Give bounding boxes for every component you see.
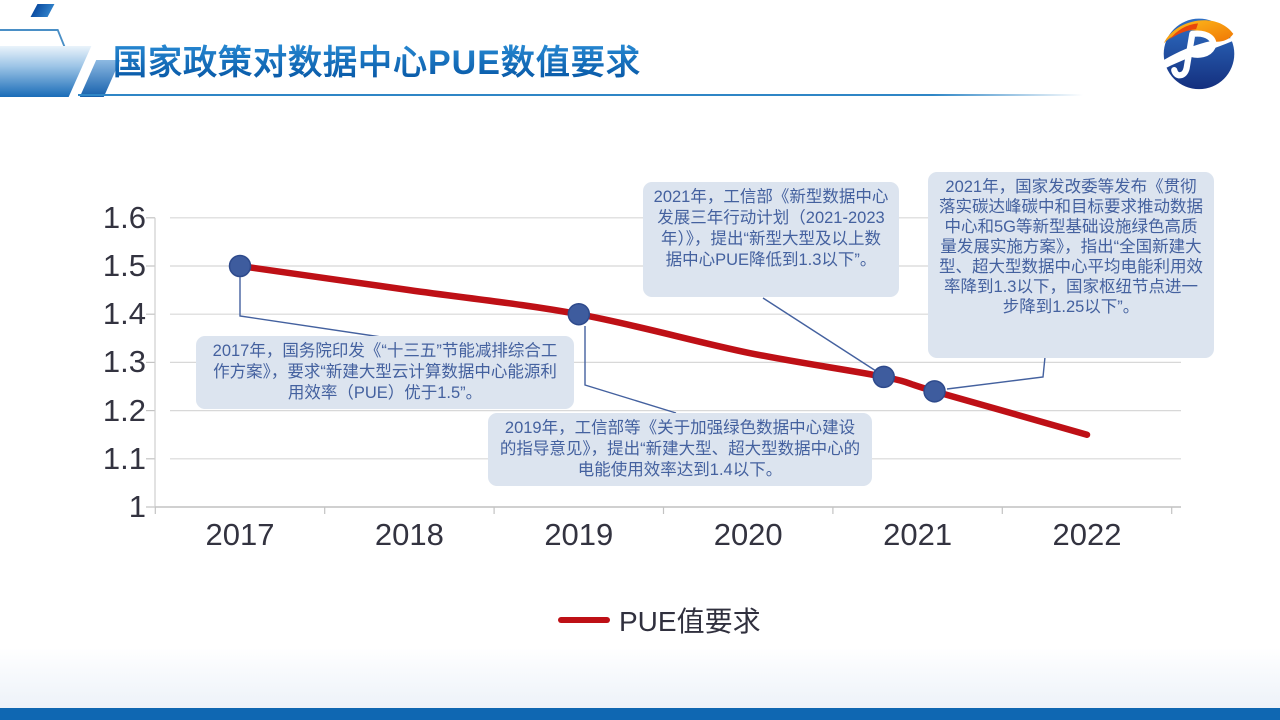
x-axis-label: 2021 bbox=[883, 517, 953, 552]
callout-2017-state-council: 2017年，国务院印发《“十三五”节能减排综合工作方案》，要求“新建大型云计算数… bbox=[196, 336, 574, 409]
chart-series-layer bbox=[228, 254, 1091, 438]
y-axis-label: 1.2 bbox=[102, 392, 146, 428]
page-title: 国家政策对数据中心PUE数值要求 bbox=[113, 35, 641, 84]
y-axis-label: 1.3 bbox=[102, 344, 146, 380]
header-divider-line bbox=[78, 94, 1083, 96]
jp-company-logo-icon bbox=[1159, 18, 1240, 90]
callout-2019-miit: 2019年，工信部等《关于加强绿色数据中心建设的指导意见》，提出“新建大型、超大… bbox=[488, 413, 872, 486]
x-axis-label: 2018 bbox=[374, 517, 444, 552]
callout-connector-lines bbox=[239, 277, 1046, 414]
y-axis-label: 1.4 bbox=[102, 296, 146, 332]
callout-2021-miit-plan: 2021年，工信部《新型数据中心发展三年行动计划（2021-2023年）》，提出… bbox=[643, 182, 899, 297]
x-axis-label: 2017 bbox=[205, 517, 275, 552]
y-axis-label: 1 bbox=[128, 489, 146, 524]
footer-gradient-band bbox=[0, 648, 1280, 708]
chart-legend: PUE值要求 bbox=[558, 600, 761, 640]
footer-blue-bar bbox=[0, 708, 1280, 720]
legend-line-swatch bbox=[558, 617, 610, 623]
y-axis-label: 1.1 bbox=[102, 440, 146, 476]
x-axis-label: 2020 bbox=[713, 517, 783, 552]
callout-2021-ndrc: 2021年，国家发改委等发布《贯彻落实碳达峰碳中和目标要求推动数据中心和5G等新… bbox=[928, 172, 1214, 358]
x-axis-label: 2019 bbox=[544, 517, 614, 552]
legend-label: PUE值要求 bbox=[619, 606, 761, 637]
y-axis-label: 1.6 bbox=[102, 199, 146, 235]
x-axis-label: 2022 bbox=[1052, 517, 1122, 552]
y-axis-label: 1.5 bbox=[102, 248, 146, 283]
